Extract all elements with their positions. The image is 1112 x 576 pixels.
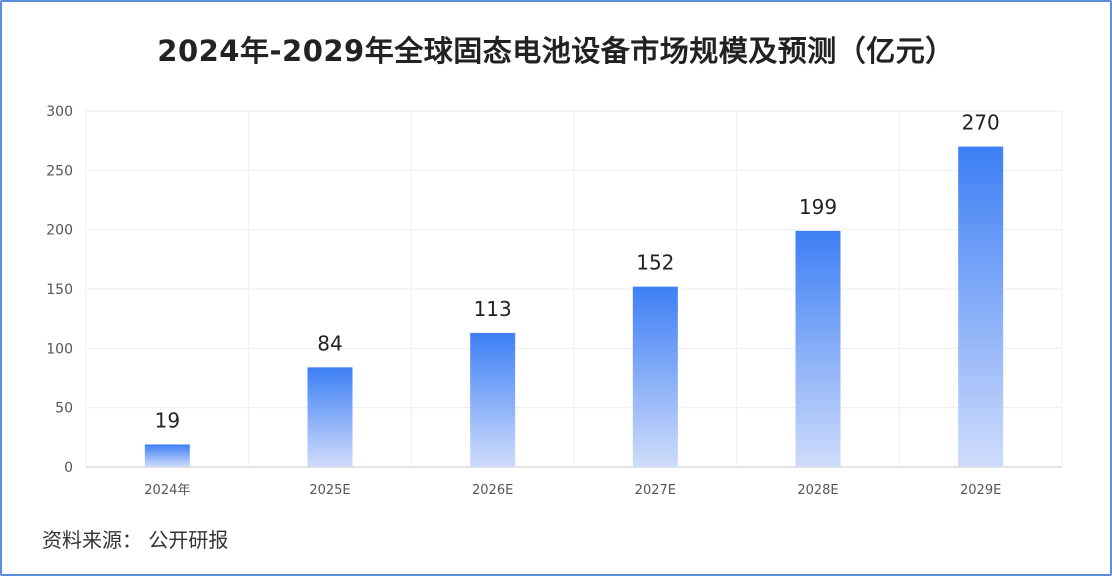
bar-2024年 — [144, 444, 190, 467]
x-tick-label: 2029E — [960, 483, 1001, 498]
bar-2025E — [307, 367, 353, 467]
y-tick-label: 100 — [46, 341, 73, 357]
source-note: 资料来源： 公开研报 — [42, 528, 229, 552]
bar-2028E — [795, 230, 841, 467]
data-label: 84 — [317, 331, 342, 355]
data-label: 113 — [474, 297, 512, 321]
data-labels: 19 84 113 152 199 270 — [155, 111, 1000, 433]
bar-2027E — [632, 286, 678, 467]
data-label: 19 — [155, 408, 180, 432]
x-tick-label: 2025E — [309, 483, 350, 498]
y-tick-label: 0 — [64, 460, 73, 476]
x-tick-label: 2027E — [635, 483, 676, 498]
grid-lines — [85, 110, 1063, 468]
y-tick-label: 200 — [46, 223, 73, 239]
y-tick-label: 150 — [46, 282, 73, 298]
x-tick-label: 2028E — [797, 483, 838, 498]
bar-2029E — [958, 146, 1004, 467]
y-tick-label: 300 — [46, 104, 73, 120]
data-label: 270 — [962, 111, 1000, 135]
y-tick-label: 250 — [46, 163, 73, 179]
y-tick-label: 50 — [55, 401, 73, 417]
x-axis: 2024年 2025E 2026E 2027E 2028E 2029E — [144, 483, 1001, 498]
bar-2026E — [470, 332, 516, 467]
data-label: 199 — [799, 195, 837, 219]
chart-title: 2024年-2029年全球固态电池设备市场规模及预测（亿元） — [157, 34, 955, 68]
x-tick-label: 2024年 — [144, 483, 190, 498]
x-tick-label: 2026E — [472, 483, 513, 498]
y-axis: 0 50 100 150 200 250 300 — [46, 104, 73, 476]
data-label: 152 — [636, 251, 674, 275]
bars — [144, 146, 1004, 467]
